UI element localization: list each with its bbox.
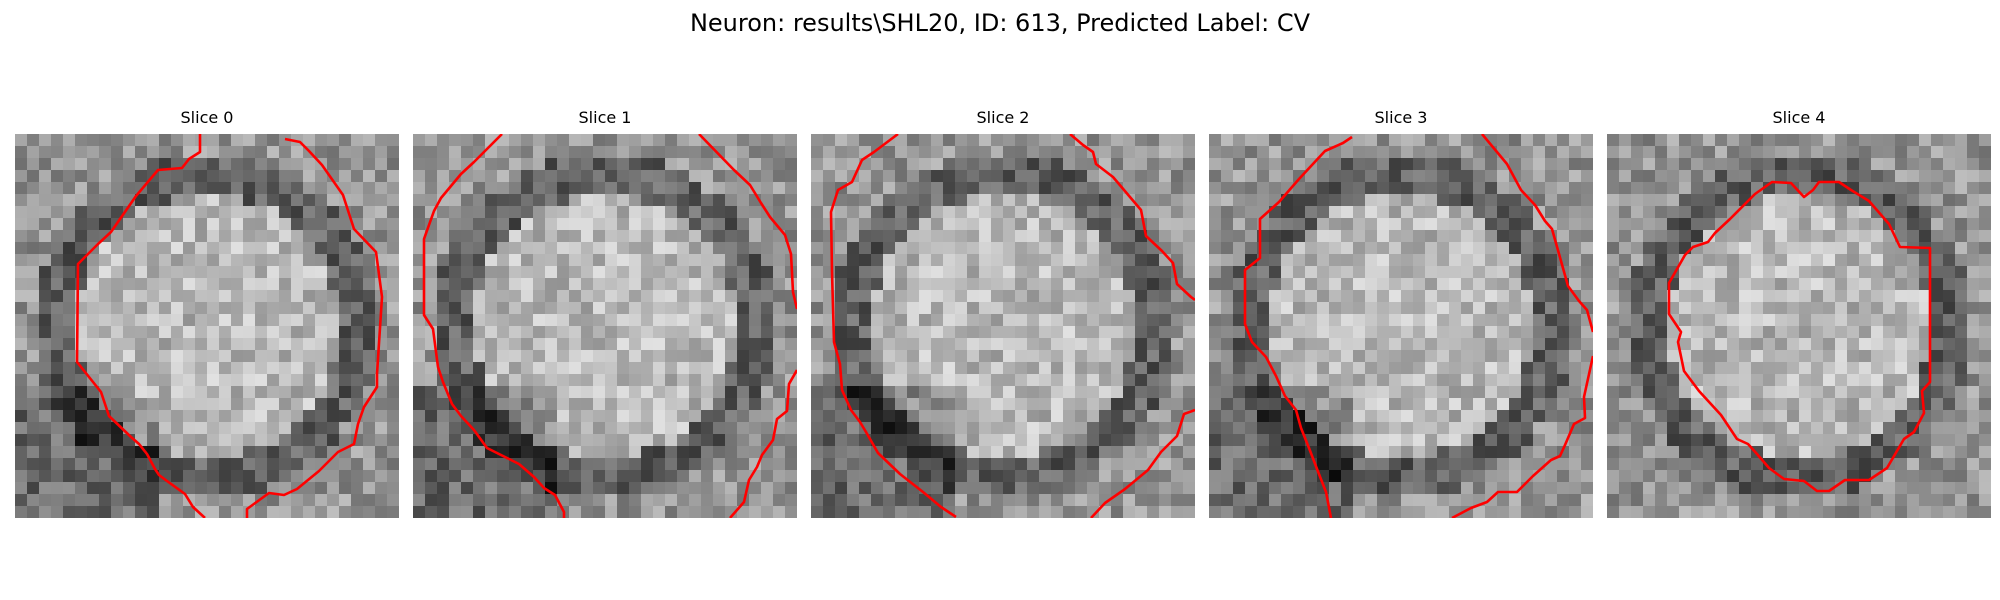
slice-panel-3: Slice 3 <box>1209 108 1593 518</box>
roi-contour-line <box>1243 135 1353 518</box>
slice-panel-0: Slice 0 <box>15 108 399 518</box>
roi-contour-line <box>1481 134 1593 333</box>
slice-title: Slice 4 <box>1772 108 1826 127</box>
slice-image <box>413 134 797 518</box>
slice-image-frame <box>15 134 399 518</box>
roi-contour-line <box>422 134 566 518</box>
roi-contour-overlay <box>1667 180 1932 493</box>
roi-contour-overlay <box>1243 134 1593 518</box>
slice-image-frame <box>413 134 797 518</box>
slice-panel-2: Slice 2 <box>811 108 1195 518</box>
slice-image-frame <box>1607 134 1991 518</box>
roi-contour-line <box>698 134 797 310</box>
roi-contour-overlay <box>422 134 797 518</box>
roi-contour-line <box>1451 355 1593 518</box>
slice-title: Slice 3 <box>1374 108 1428 127</box>
roi-contour-line <box>1090 408 1195 518</box>
roi-contour-line <box>1667 180 1932 493</box>
slice-image <box>1607 134 1991 518</box>
slice-image-frame <box>1209 134 1593 518</box>
slice-title: Slice 2 <box>976 108 1030 127</box>
slice-title: Slice 1 <box>578 108 632 127</box>
roi-contour-line <box>245 137 384 518</box>
roi-contour-overlay <box>75 134 384 518</box>
roi-contour-line <box>75 134 206 518</box>
roi-contour-line <box>1069 134 1195 302</box>
roi-contour-overlay <box>829 134 1195 518</box>
figure-title: Neuron: results\SHL20, ID: 613, Predicte… <box>689 9 1311 37</box>
roi-contour-line <box>829 134 957 518</box>
slice-panel-1: Slice 1 <box>413 108 797 518</box>
slice-image-frame <box>811 134 1195 518</box>
slice-title: Slice 0 <box>180 108 234 127</box>
slice-panel-4: Slice 4 <box>1607 108 1991 518</box>
roi-contour-line <box>729 369 797 518</box>
